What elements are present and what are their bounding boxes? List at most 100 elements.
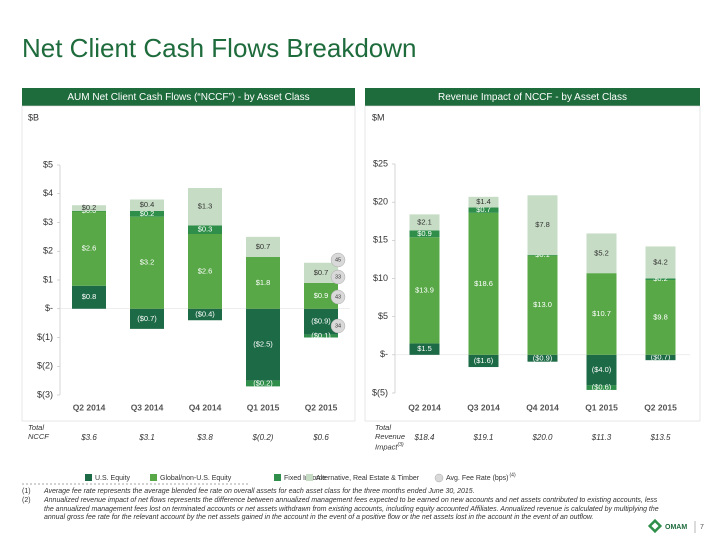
value-label: ($1.6) xyxy=(474,356,494,365)
bar-segment xyxy=(246,308,280,381)
y-tick-label: $10 xyxy=(373,273,388,283)
panel-header xyxy=(365,88,700,106)
y-tick-label: $(2) xyxy=(37,361,53,371)
bar-segment xyxy=(645,354,676,361)
total-value: $20.0 xyxy=(531,433,553,442)
bar-segment xyxy=(586,233,617,274)
unit-label: $B xyxy=(28,112,39,122)
legend-swatch xyxy=(274,474,281,481)
x-tick-label: Q1 2015 xyxy=(247,402,280,412)
bar-segment xyxy=(304,262,338,283)
value-label: $9.8 xyxy=(653,312,668,321)
bar-segment xyxy=(586,385,617,390)
bar-segment xyxy=(72,211,106,212)
value-label: $0.3 xyxy=(198,225,213,234)
fee-rate-value: 43 xyxy=(335,294,341,300)
bar-segment xyxy=(527,255,558,355)
value-label: ($0.9) xyxy=(533,353,553,362)
fee-rate-badge xyxy=(330,269,346,285)
total-value: $19.1 xyxy=(472,433,493,442)
bar-segment xyxy=(130,211,164,217)
value-label: ($2.5) xyxy=(253,340,273,349)
x-tick-label: Q2 2015 xyxy=(305,402,338,412)
bar-segment xyxy=(130,308,164,329)
bar-segment xyxy=(188,308,222,321)
value-label: ($0.9) xyxy=(311,317,331,326)
bar-segment xyxy=(468,212,499,355)
bar-segment xyxy=(468,207,499,213)
logo-emblem xyxy=(647,518,663,534)
y-tick-label: $(3) xyxy=(37,389,53,399)
value-label: $1.4 xyxy=(476,197,491,206)
value-label: ($0.7) xyxy=(137,314,157,323)
total-value: $18.4 xyxy=(413,433,435,442)
legend-badge xyxy=(434,473,444,483)
footnote-ref: (3) xyxy=(397,442,404,448)
value-label: $0.9 xyxy=(314,291,329,300)
bar-segment xyxy=(72,211,106,286)
footnote-marker: (1) xyxy=(22,488,31,495)
x-tick-label: Q3 2014 xyxy=(131,402,164,412)
fee-rate-badge xyxy=(330,318,346,334)
bar-segment xyxy=(409,214,440,231)
bar-segment xyxy=(409,343,440,355)
value-label: $0.7 xyxy=(314,268,329,277)
value-label: $2.1 xyxy=(417,217,432,226)
panel-header xyxy=(22,88,355,106)
value-label: $18.6 xyxy=(474,279,493,288)
bar-segment xyxy=(586,273,617,355)
fee-rate-value: 45 xyxy=(335,257,341,263)
value-label: ($0.4) xyxy=(195,309,215,318)
value-label: $0.8 xyxy=(82,292,97,301)
bar-segment xyxy=(188,225,222,234)
total-value: $(0.2) xyxy=(252,433,274,442)
bar-segment xyxy=(246,236,280,257)
x-tick-label: Q2 2014 xyxy=(408,402,441,412)
x-tick-label: Q4 2014 xyxy=(189,402,222,412)
value-label: $0.4 xyxy=(140,200,155,209)
panel-title: Revenue Impact of NCCF - by Asset Class xyxy=(438,92,627,103)
bar-segment xyxy=(527,195,558,255)
y-tick-label: $1 xyxy=(43,274,53,284)
x-tick-label: Q2 2014 xyxy=(73,402,106,412)
bar-segment xyxy=(645,278,676,281)
value-label: ($0.7) xyxy=(651,352,671,361)
footnote-text: Annualized revenue impact of net flows r… xyxy=(44,497,659,522)
logo-text: OMAM xyxy=(665,524,687,531)
value-label: $10.7 xyxy=(592,309,611,318)
y-tick-label: $25 xyxy=(373,158,388,168)
panel-frame xyxy=(21,105,356,422)
footnote: (2) Annualized revenue impact of net flow… xyxy=(22,497,662,523)
y-tick-label: $(5) xyxy=(372,387,388,397)
value-label: $0.7 xyxy=(256,242,271,251)
bar-segment xyxy=(586,354,617,386)
value-label: $13.0 xyxy=(533,300,552,309)
footnote: (1) Average fee rate represents the avera… xyxy=(22,488,662,497)
legend-label: Avg. Fee Rate (bps) xyxy=(446,475,509,482)
fee-rate-value: 34 xyxy=(335,323,341,329)
value-label: $0.2 xyxy=(82,203,97,212)
value-label: $0.2 xyxy=(140,209,155,218)
total-value: $3.8 xyxy=(196,433,213,442)
bar-segment xyxy=(246,380,280,387)
y-tick-label: $(1) xyxy=(37,332,53,342)
total-label: Total NCCF xyxy=(28,423,49,441)
value-label: $4.2 xyxy=(653,257,668,266)
legend-label: Global/non-U.S. Equity xyxy=(160,475,232,482)
value-label: $1.3 xyxy=(198,202,213,211)
footnote-ref: (4) xyxy=(510,472,516,478)
x-tick-label: Q1 2015 xyxy=(585,402,618,412)
value-label: $1.5 xyxy=(417,344,432,353)
y-tick-label: $5 xyxy=(378,311,388,321)
y-tick-label: $4 xyxy=(43,188,53,198)
y-tick-label: $15 xyxy=(373,235,388,245)
total-label: Total Revenue Impact xyxy=(375,423,406,452)
total-value: $11.3 xyxy=(591,433,612,442)
bar-segment xyxy=(188,234,222,309)
bar-segment xyxy=(188,188,222,226)
legend-label: U.S. Equity xyxy=(95,475,131,482)
fee-rate-badge xyxy=(330,289,346,305)
x-tick-label: Q2 2015 xyxy=(644,402,677,412)
